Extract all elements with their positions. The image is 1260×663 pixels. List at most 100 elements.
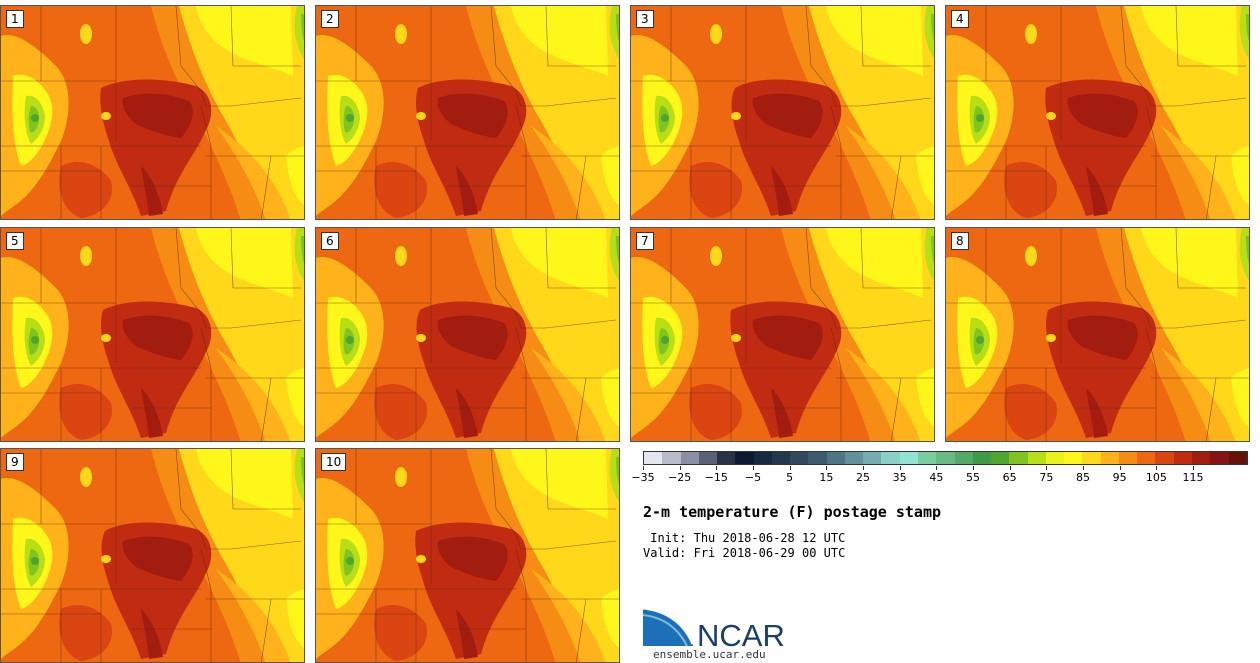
- color-scale-tick-label: 15: [819, 471, 834, 484]
- temperature-map: [316, 449, 619, 662]
- color-scale-tick-label: 35: [892, 471, 907, 484]
- stamp-panel-2[interactable]: 2: [315, 5, 620, 220]
- color-scale-tick-label: 5: [786, 471, 794, 484]
- color-scale-tick: [643, 466, 644, 470]
- color-scale-segment: [1191, 452, 1211, 464]
- member-label: 4: [951, 10, 969, 28]
- color-scale-tick-label: −5: [744, 471, 762, 484]
- temperature-map: [316, 6, 619, 219]
- color-scale-tick: [1046, 466, 1048, 470]
- color-scale-tick: [1119, 466, 1121, 470]
- stamp-panel-8[interactable]: 8: [945, 227, 1250, 442]
- color-scale-segment: [881, 452, 900, 464]
- color-scale-tick-label: 55: [966, 471, 980, 484]
- color-scale-tick-label: 105: [1145, 471, 1167, 484]
- member-label: 3: [636, 10, 654, 28]
- color-scale-tick: [753, 466, 754, 470]
- color-scale-tick: [789, 466, 791, 470]
- temperature-map: [946, 228, 1249, 441]
- temperature-map: [1, 6, 304, 219]
- ncar-logo-text: NCAR: [697, 618, 785, 650]
- color-scale-segment: [680, 452, 699, 464]
- color-scale-tick-label: −35: [631, 471, 655, 484]
- color-scale-segment: [1045, 452, 1065, 464]
- temperature-map: [631, 228, 934, 441]
- plot-title: 2-m temperature (F) postage stamp: [643, 503, 942, 521]
- valid-time: Valid: Fri 2018-06-29 00 UTC: [643, 546, 845, 560]
- member-label: 7: [636, 232, 654, 250]
- color-scale-tick: [1009, 466, 1011, 470]
- color-scale-segment: [826, 452, 845, 464]
- ncar-logo-arc2-icon: [643, 614, 688, 647]
- init-label: Init:: [643, 531, 687, 545]
- stamp-panel-6[interactable]: 6: [315, 227, 620, 442]
- ncar-logo-arc-icon: [643, 606, 695, 645]
- temperature-map: [1, 449, 304, 662]
- temperature-map: [316, 228, 619, 441]
- member-label: 9: [6, 453, 24, 471]
- stamp-panel-3[interactable]: 3: [630, 5, 935, 220]
- color-scale-segment: [936, 452, 955, 464]
- member-label: 6: [321, 232, 339, 250]
- color-scale-segment: [1009, 452, 1028, 464]
- color-scale-tick: [1193, 466, 1194, 470]
- color-scale-tick: [863, 466, 864, 470]
- color-scale-segment: [1228, 452, 1247, 464]
- color-scale-segment: [1027, 452, 1046, 464]
- color-scale-segment: [954, 452, 973, 464]
- color-scale-tick: [899, 466, 901, 470]
- stamp-panel-10[interactable]: 10: [315, 448, 620, 663]
- color-scale-tick: [716, 466, 718, 470]
- init-time: Init: Thu 2018-06-28 12 UTC: [643, 531, 845, 545]
- stamp-panel-4[interactable]: 4: [945, 5, 1250, 220]
- color-scale-segment: [844, 452, 864, 464]
- color-scale-tick: [679, 466, 681, 470]
- ncar-logo: NCAR: [643, 606, 785, 650]
- member-label: 8: [951, 232, 969, 250]
- valid-label: Valid:: [643, 546, 687, 560]
- color-scale-segment: [1064, 452, 1083, 464]
- color-scale-segment: [808, 452, 827, 464]
- color-scale-segment: [1137, 452, 1156, 464]
- color-scale-segment: [753, 452, 772, 464]
- color-scale-tick-label: 45: [929, 471, 944, 484]
- stamp-panel-7[interactable]: 7: [630, 227, 935, 442]
- color-scale-segment: [735, 452, 754, 464]
- color-scale-ticks: −35 −25 −15 −5 5 15 25 35 45 55 65 75 85 95 105 115: [631, 466, 1248, 496]
- color-scale-tick-label: 85: [1076, 471, 1090, 484]
- stamp-panel-5[interactable]: 5: [0, 227, 305, 442]
- color-scale-segment: [1082, 452, 1101, 464]
- color-scale-tick: [1156, 466, 1158, 470]
- color-scale-segment: [717, 452, 736, 464]
- color-scale-segment: [644, 452, 663, 464]
- init-value: Thu 2018-06-28 12 UTC: [693, 531, 846, 545]
- temperature-map: [631, 6, 934, 219]
- color-scale-segment: [1210, 452, 1229, 464]
- ncar-url[interactable]: ensemble.ucar.edu: [653, 648, 766, 661]
- member-label: 2: [321, 10, 339, 28]
- color-scale-segment: [662, 452, 681, 464]
- color-scale-segment: [1155, 452, 1174, 464]
- color-scale-tick-label: −15: [704, 471, 728, 484]
- color-scale-segment: [917, 452, 937, 464]
- color-scale-segment: [899, 452, 918, 464]
- member-label: 5: [6, 232, 24, 250]
- color-scale-bar: [643, 451, 1248, 465]
- color-scale-segment: [771, 452, 791, 464]
- color-scale-tick-label: 25: [856, 471, 870, 484]
- color-scale-segment: [1173, 452, 1192, 464]
- stamp-panel-9[interactable]: 9: [0, 448, 305, 663]
- member-label: 10: [321, 453, 347, 471]
- color-scale-segment: [790, 452, 809, 464]
- color-scale-segment: [1118, 452, 1138, 464]
- color-scale-segment: [972, 452, 992, 464]
- color-scale-tick-label: 115: [1182, 471, 1204, 484]
- valid-value: Fri 2018-06-29 00 UTC: [693, 546, 846, 560]
- color-scale-segment: [1100, 452, 1119, 464]
- color-scale-segment: [863, 452, 882, 464]
- color-scale-segment: [698, 452, 718, 464]
- member-label: 1: [6, 10, 24, 28]
- color-scale-tick: [936, 466, 938, 470]
- stamp-panel-1[interactable]: 1: [0, 5, 305, 220]
- color-scale-tick: [826, 466, 828, 470]
